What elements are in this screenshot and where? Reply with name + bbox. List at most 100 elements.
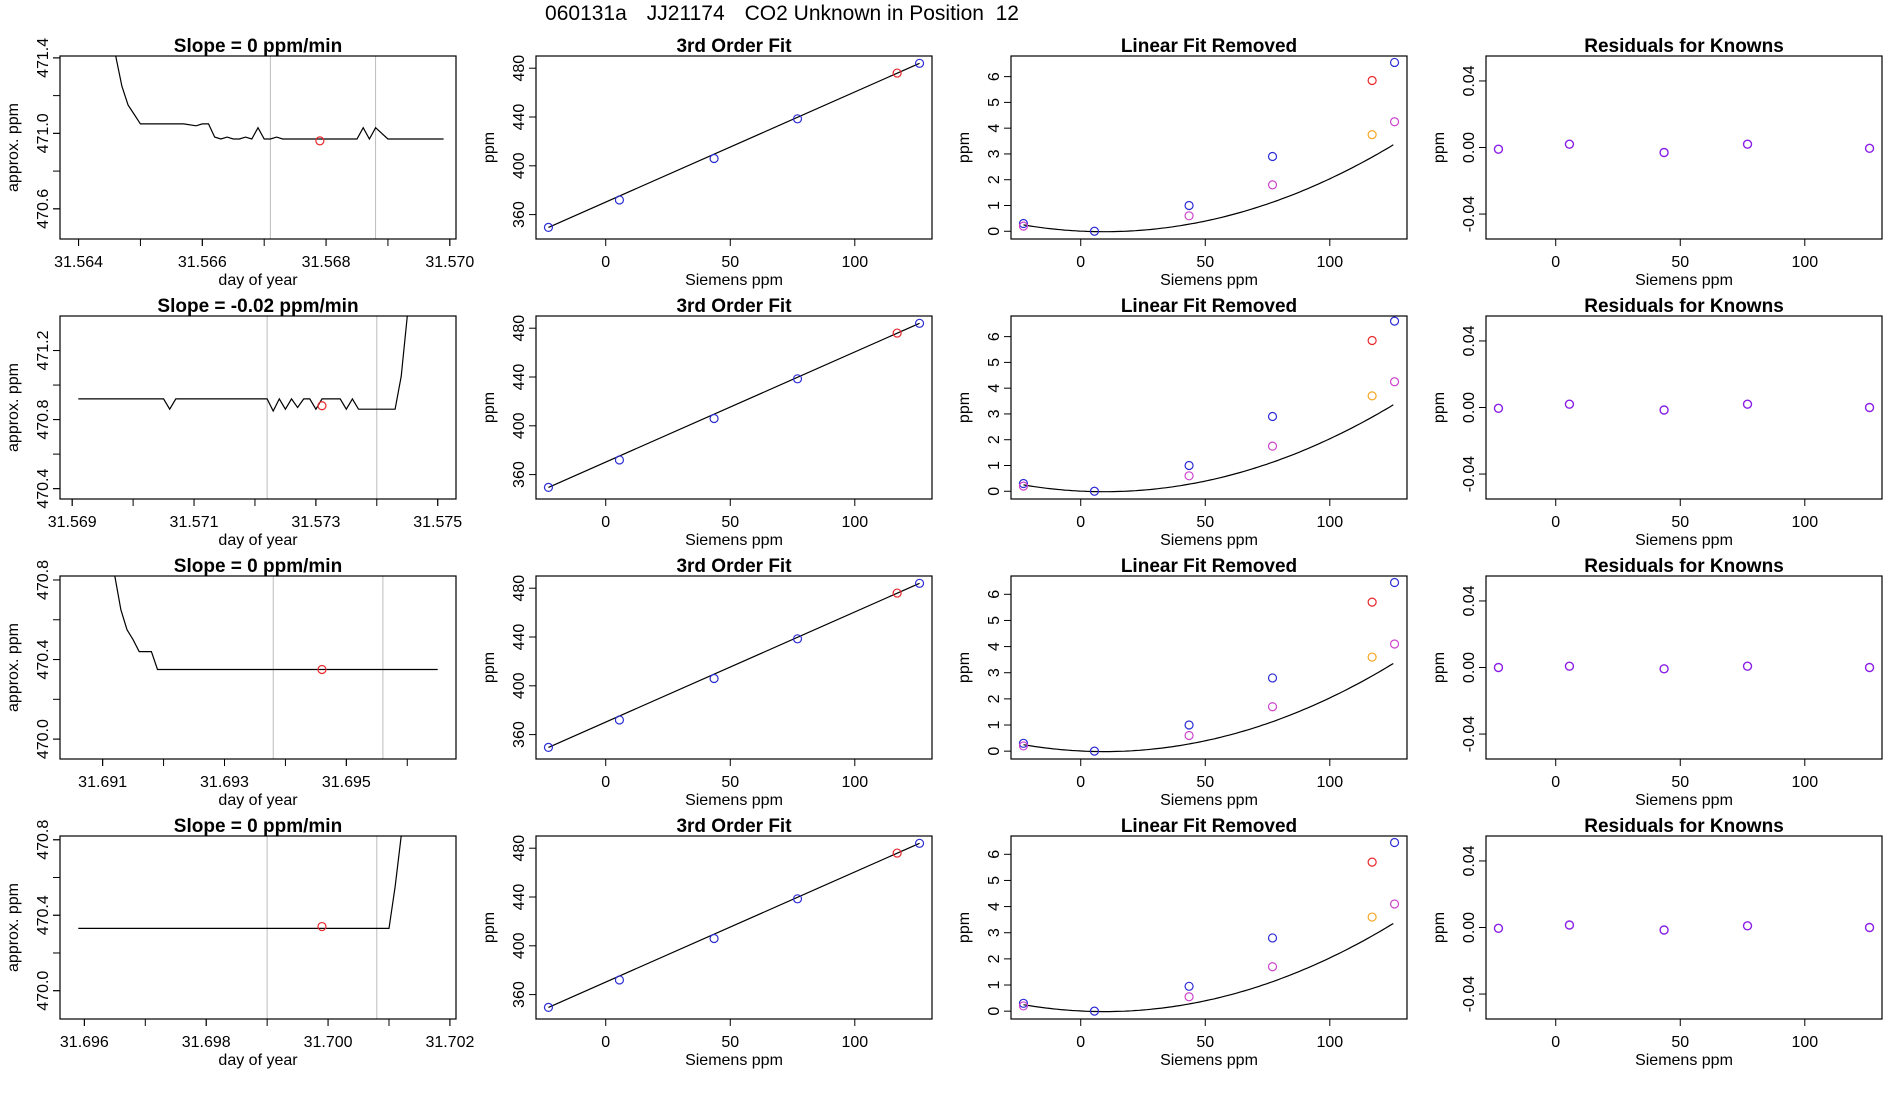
x-tick-label: 50 xyxy=(1671,774,1689,791)
data-point xyxy=(1089,746,1100,756)
x-tick-label: 50 xyxy=(721,774,739,791)
data-point xyxy=(1367,597,1377,607)
x-tick-label: 100 xyxy=(841,514,868,531)
y-tick-label: 3 xyxy=(986,668,1003,677)
y-tick-label: 440 xyxy=(511,884,528,911)
y-axis-label: ppm xyxy=(956,392,973,423)
data-point xyxy=(892,328,902,338)
x-tick-label: 50 xyxy=(1196,774,1214,791)
y-tick-label: 3 xyxy=(986,149,1003,158)
plot-area xyxy=(1493,399,1875,415)
panel-r3c2: 3rd Order Fit 0 50 100 360 400 440 480 Siemens p… xyxy=(481,556,933,809)
panel-title: Slope = -0.02 ppm/min xyxy=(157,296,358,317)
residual-point xyxy=(1742,139,1753,149)
y-tick-label: 400 xyxy=(511,672,528,699)
x-tick-label: 0 xyxy=(1076,254,1085,271)
fit-curve xyxy=(1023,662,1394,753)
x-tick-label: 100 xyxy=(1791,774,1818,791)
y-tick-label: 0.04 xyxy=(1461,325,1478,356)
y-tick-label: 470.8 xyxy=(35,560,52,600)
x-axis-label: Siemens ppm xyxy=(1160,1052,1258,1069)
x-tick-label: 31.573 xyxy=(291,514,340,531)
panel-title: 3rd Order Fit xyxy=(676,36,792,57)
y-tick-label: 470.0 xyxy=(35,719,52,759)
fit-line xyxy=(548,62,920,228)
y-tick-label: 4 xyxy=(986,124,1003,133)
panel-r2c3: Linear Fit Removed 0 50 100 0 1 2 3 4 5 6 Siemens p… xyxy=(956,296,1408,549)
x-tick-label: 0 xyxy=(1076,514,1085,531)
y-tick-label: 400 xyxy=(511,152,528,179)
y-tick-label: 1 xyxy=(986,720,1003,729)
x-axis-label: Siemens ppm xyxy=(1635,792,1733,809)
residual-point xyxy=(1742,921,1753,931)
residual-point xyxy=(1493,403,1504,414)
data-point xyxy=(1267,962,1278,972)
x-tick-label: 0 xyxy=(601,514,610,531)
plot-area xyxy=(78,316,408,413)
x-axis-label: Siemens ppm xyxy=(1160,532,1258,549)
x-tick-label: 31.566 xyxy=(178,254,227,271)
data-point xyxy=(1184,730,1194,741)
x-axis-label: Siemens ppm xyxy=(1635,272,1733,289)
fit-line xyxy=(548,582,920,748)
y-axis-label: ppm xyxy=(956,912,973,943)
fit-line xyxy=(548,842,920,1008)
x-tick-label: 100 xyxy=(841,254,868,271)
y-tick-label: 470.0 xyxy=(35,971,52,1011)
data-point xyxy=(792,894,803,904)
x-tick-label: 0 xyxy=(601,254,610,271)
y-tick-label: 4 xyxy=(986,642,1003,651)
plot-frame xyxy=(1485,55,1883,240)
data-point xyxy=(1267,673,1278,683)
panel-r4c4: Residuals for Knowns 0 50 100 -0.04 0.00 0.04 S… xyxy=(1431,816,1883,1069)
x-tick-label: 50 xyxy=(1671,514,1689,531)
panel-title: 3rd Order Fit xyxy=(676,296,792,317)
y-axis-label: approx. ppm xyxy=(5,103,22,192)
plot-frame xyxy=(1010,55,1408,240)
plot-frame xyxy=(535,55,933,240)
data-point xyxy=(792,634,803,644)
x-tick-label: 0 xyxy=(1076,774,1085,791)
y-tick-label: 1 xyxy=(986,461,1003,470)
y-tick-label: 360 xyxy=(511,461,528,488)
data-point xyxy=(1389,639,1400,649)
data-point xyxy=(1184,992,1194,1002)
y-axis-label: ppm xyxy=(1431,132,1448,163)
plot-frame xyxy=(1010,575,1408,760)
x-tick-label: 50 xyxy=(1196,254,1214,271)
panel-r2c4: Residuals for Knowns 0 50 100 -0.04 0.00 0.04 S… xyxy=(1431,296,1883,549)
y-tick-label: 470.4 xyxy=(35,469,52,509)
y-axis-label: ppm xyxy=(956,652,973,683)
y-axis-label: approx. ppm xyxy=(5,623,22,712)
data-point xyxy=(1367,912,1377,922)
x-axis-label: day of year xyxy=(218,532,298,549)
residual-point xyxy=(1864,922,1875,933)
data-point xyxy=(914,838,925,848)
data-point xyxy=(1389,837,1400,848)
data-point xyxy=(709,413,719,424)
x-tick-label: 50 xyxy=(1671,254,1689,271)
plot-area xyxy=(115,56,444,146)
x-tick-label: 31.564 xyxy=(54,254,103,271)
fit-curve xyxy=(1023,404,1394,493)
panel-title: Residuals for Knowns xyxy=(1584,296,1784,317)
sample-point xyxy=(317,401,327,411)
data-point xyxy=(914,578,925,588)
x-tick-label: 0 xyxy=(1551,514,1560,531)
x-tick-label: 100 xyxy=(1316,1034,1343,1051)
concentration-trace xyxy=(78,836,402,930)
residual-point xyxy=(1564,139,1575,149)
plot-frame xyxy=(59,55,457,240)
y-tick-label: 6 xyxy=(986,332,1003,341)
y-tick-label: 400 xyxy=(511,932,528,959)
fit-curve xyxy=(1023,922,1394,1013)
y-tick-label: 3 xyxy=(986,409,1003,418)
concentration-trace xyxy=(115,56,444,141)
x-tick-label: 31.575 xyxy=(413,514,462,531)
x-tick-label: 31.571 xyxy=(170,514,219,531)
data-point xyxy=(1367,130,1377,140)
plot-frame xyxy=(535,575,933,760)
panel-title: Residuals for Knowns xyxy=(1584,816,1784,837)
x-axis-label: day of year xyxy=(218,272,298,289)
data-point xyxy=(1267,933,1278,943)
